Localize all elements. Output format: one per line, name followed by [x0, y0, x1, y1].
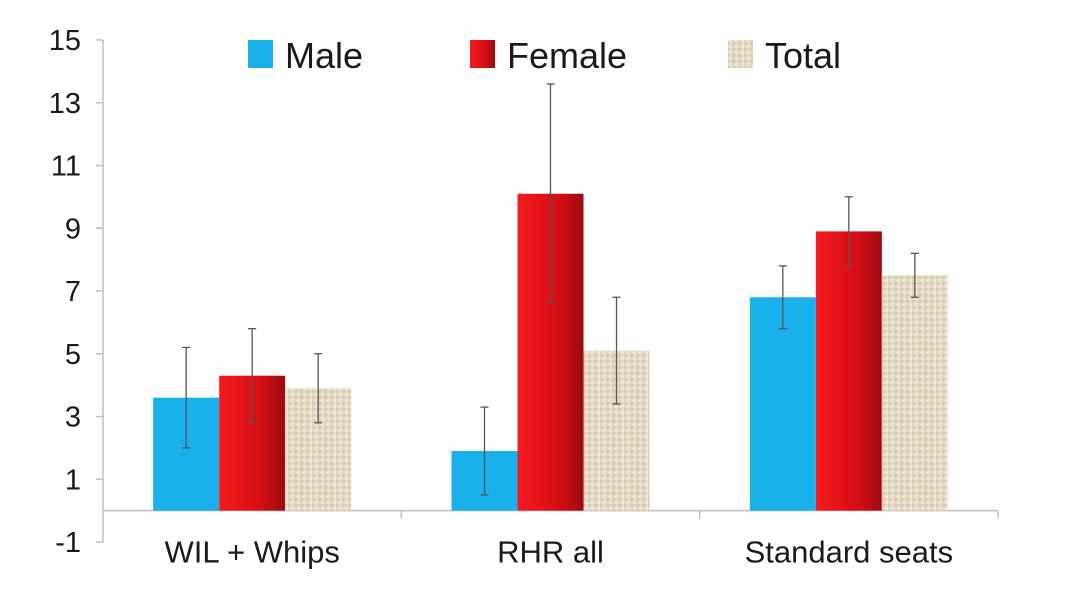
y-tick-label: 5 — [65, 339, 81, 371]
x-tick-label: RHR all — [497, 535, 604, 570]
y-tick-label: 1 — [65, 464, 81, 496]
bar-female-3 — [815, 231, 882, 511]
y-tick-label: 7 — [65, 276, 81, 308]
y-tick-label: 13 — [49, 88, 81, 120]
bar-total-3 — [881, 275, 948, 511]
legend-label-total: Total — [765, 35, 841, 76]
legend-swatch-male — [248, 40, 273, 68]
legend-swatch-total — [728, 40, 753, 68]
x-tick-label: Standard seats — [745, 535, 954, 570]
legend-label-male: Male — [285, 35, 363, 76]
y-tick-label: 15 — [49, 25, 81, 57]
y-tick-label: 11 — [51, 151, 81, 183]
legend-label-female: Female — [507, 35, 627, 76]
legend-swatch-female — [470, 40, 495, 68]
y-tick-label: -1 — [55, 527, 81, 559]
y-tick-label: 9 — [65, 213, 81, 245]
bar-male-3 — [749, 297, 816, 511]
x-tick-label: WIL + Whips — [164, 535, 339, 570]
bars — [153, 193, 948, 511]
y-tick-label: 3 — [65, 402, 81, 434]
legend: Male Female Total — [248, 35, 841, 76]
error-bars — [182, 83, 919, 496]
